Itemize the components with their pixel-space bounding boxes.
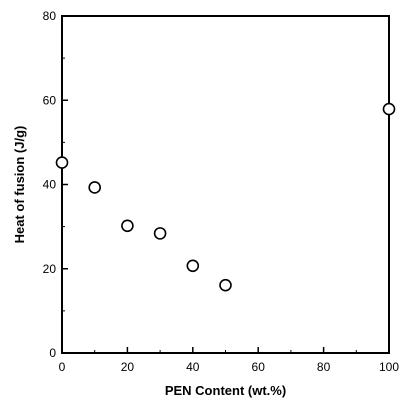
x-tick-label: 40 [186,360,200,374]
x-tick-label: 60 [252,360,266,374]
ticks-layer: 0 20 40 60 80 100 0 20 40 60 80 [43,9,400,374]
x-tick-label: 0 [59,360,66,374]
data-point [186,259,200,273]
data-point [219,278,232,292]
x-tick-label: 20 [121,360,135,374]
y-tick-label: 0 [49,346,56,360]
x-tick-label: 100 [379,360,399,374]
y-tick-label: 40 [43,178,57,192]
data-point [121,219,134,233]
x-axis-label: PEN Content (wt.%) [165,383,286,398]
y-tick-label: 80 [43,9,57,23]
data-point [382,102,396,116]
y-tick-label: 20 [43,262,57,276]
points-layer [55,102,396,292]
data-point [153,227,167,240]
x-tick-label: 80 [317,360,331,374]
data-point [88,181,101,194]
y-tick-label: 60 [43,93,57,107]
plot-frame [61,15,390,354]
data-point [55,156,69,169]
y-axis-label: Heat of fusion (J/g) [12,126,27,244]
